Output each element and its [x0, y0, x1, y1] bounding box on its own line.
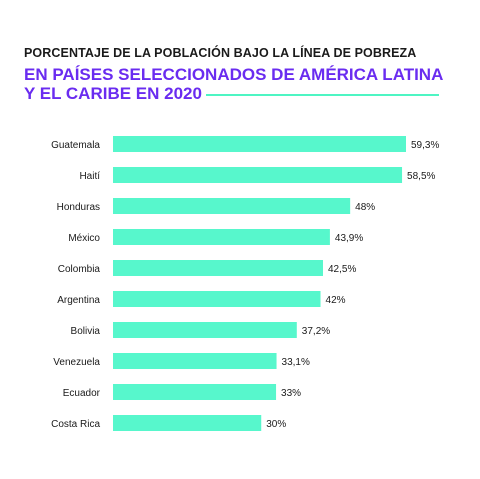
chart-title-line-2: EN PAÍSES SELECCIONADOS DE AMÉRICA LATIN… — [24, 65, 444, 84]
title-accent-line — [205, 93, 439, 96]
category-label: Venezuela — [53, 357, 100, 368]
chart-title-line-1: PORCENTAJE DE LA POBLACIÓN BAJO LA LÍNEA… — [24, 46, 417, 60]
bar — [113, 136, 406, 152]
bar — [113, 229, 330, 245]
value-label: 33% — [281, 388, 301, 399]
bar — [113, 415, 262, 431]
value-label: 58,5% — [407, 171, 435, 182]
category-label: México — [68, 233, 100, 244]
bar — [113, 260, 323, 276]
value-label: 30% — [266, 419, 286, 430]
chart-title-block: PORCENTAJE DE LA POBLACIÓN BAJO LA LÍNEA… — [24, 46, 464, 103]
value-label: 42,5% — [328, 264, 356, 275]
bar — [113, 198, 351, 214]
category-label: Haití — [79, 171, 100, 182]
category-label: Guatemala — [51, 140, 100, 151]
bar — [113, 353, 277, 369]
bar — [113, 322, 297, 338]
bar — [113, 167, 403, 183]
category-label: Bolivia — [71, 326, 101, 337]
value-label: 43,9% — [335, 233, 363, 244]
value-label: 33,1% — [282, 357, 310, 368]
category-label: Costa Rica — [51, 419, 100, 430]
bar — [113, 291, 321, 307]
category-label: Ecuador — [63, 388, 101, 399]
value-label: 42% — [326, 295, 346, 306]
chart-title-line-3: Y EL CARIBE EN 2020 — [24, 84, 202, 103]
category-label: Argentina — [57, 295, 100, 306]
category-label: Honduras — [57, 202, 100, 213]
value-label: 48% — [355, 202, 375, 213]
bar — [113, 384, 277, 400]
value-label: 59,3% — [411, 140, 439, 151]
category-label: Colombia — [58, 264, 101, 275]
value-label: 37,2% — [302, 326, 330, 337]
